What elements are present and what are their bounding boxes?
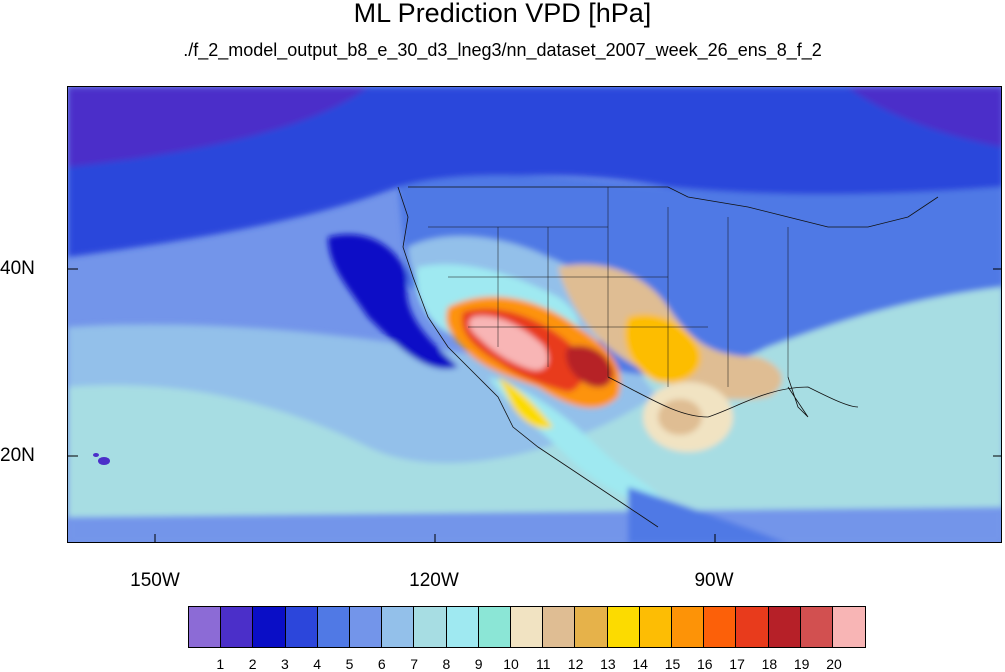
colorbar-tick-label: 6 — [377, 656, 386, 672]
field-pacific-dark — [328, 234, 458, 369]
field-baja-yellow — [498, 377, 553, 429]
colorbar-tick-label: 10 — [503, 656, 519, 672]
lon-label-150w: 150W — [130, 570, 180, 591]
map-panel — [67, 86, 1002, 543]
colorbar-swatch — [221, 607, 254, 647]
field-gulf-alaska — [68, 87, 368, 167]
colorbar-tick-label: 19 — [793, 656, 810, 672]
colorbar-swatch — [253, 607, 286, 647]
colorbar-swatch — [833, 607, 866, 647]
colorbar-tick-label: 5 — [345, 656, 354, 672]
colorbar-swatch — [768, 607, 801, 647]
colorbar — [188, 606, 867, 648]
colorbar-tick-label: 11 — [536, 656, 551, 672]
colorbar-tick-label: 1 — [216, 656, 225, 672]
colorbar-swatch — [736, 607, 769, 647]
colorbar-tick-label: 14 — [632, 656, 648, 672]
field-plains-orange — [624, 314, 701, 383]
colorbar-tick-label: 18 — [761, 656, 778, 672]
colorbar-swatch — [189, 607, 222, 647]
colorbar-tick-label: 2 — [248, 656, 257, 672]
colorbar-swatch — [575, 607, 608, 647]
colorbar-tick-label: 7 — [410, 656, 418, 672]
northern-border — [408, 186, 939, 228]
lon-label-120w: 120W — [409, 570, 459, 591]
colorbar-swatch — [607, 607, 640, 647]
colorbar-swatch — [414, 607, 447, 647]
colorbar-tick-label: 3 — [280, 656, 289, 672]
field-central-america — [628, 487, 784, 542]
axis-ticks — [68, 268, 1001, 542]
lat-label-20n: 20N — [0, 445, 35, 466]
colorbar-tick-label: 12 — [567, 656, 584, 672]
political-boundaries — [397, 186, 939, 528]
pacific-coastline — [397, 186, 659, 528]
field-texas-red — [566, 345, 613, 388]
colorbar-tick-label: 9 — [474, 656, 483, 672]
colorbar-tick-label: 16 — [697, 656, 713, 672]
colorbar-swatch — [543, 607, 576, 647]
vpd-field-map — [68, 87, 1001, 542]
colorbar-swatch — [704, 607, 737, 647]
field-south-band — [68, 507, 1001, 542]
colorbar-tick-label: 8 — [442, 656, 451, 672]
florida-outline — [787, 376, 809, 418]
field-hudson — [848, 87, 1001, 147]
colorbar-tick-label: 15 — [664, 656, 681, 672]
colorbar-tick-label: 17 — [729, 656, 745, 672]
colorbar-swatch — [511, 607, 544, 647]
colorbar-swatch — [478, 607, 512, 647]
field-north-dark — [68, 87, 1001, 257]
map-subtitle: ./f_2_model_output_b8_e_30_d3_lneg3/nn_d… — [183, 40, 822, 60]
colorbar-swatch — [672, 607, 705, 647]
colorbar-swatch — [800, 607, 834, 647]
hawaii-islands — [93, 453, 110, 465]
map-title: ML Prediction VPD [hPa] — [353, 0, 652, 28]
lat-label-40n: 40N — [0, 258, 35, 279]
field-gulf-core — [658, 399, 702, 435]
gulf-coastline — [607, 376, 859, 418]
colorbar-tick-label: 4 — [313, 656, 322, 672]
colorbar-swatch — [350, 607, 383, 647]
colorbar-swatch — [382, 607, 415, 647]
colorbar-swatch — [639, 607, 673, 647]
colorbar-tick-label: 20 — [826, 656, 842, 672]
colorbar-swatch — [446, 607, 479, 647]
lon-label-90w: 90W — [694, 570, 734, 591]
field-sw-pink — [468, 316, 549, 371]
colorbar-swatch — [285, 607, 318, 647]
colorbar-tick-label: 13 — [600, 656, 616, 672]
colorbar-swatch — [317, 607, 351, 647]
